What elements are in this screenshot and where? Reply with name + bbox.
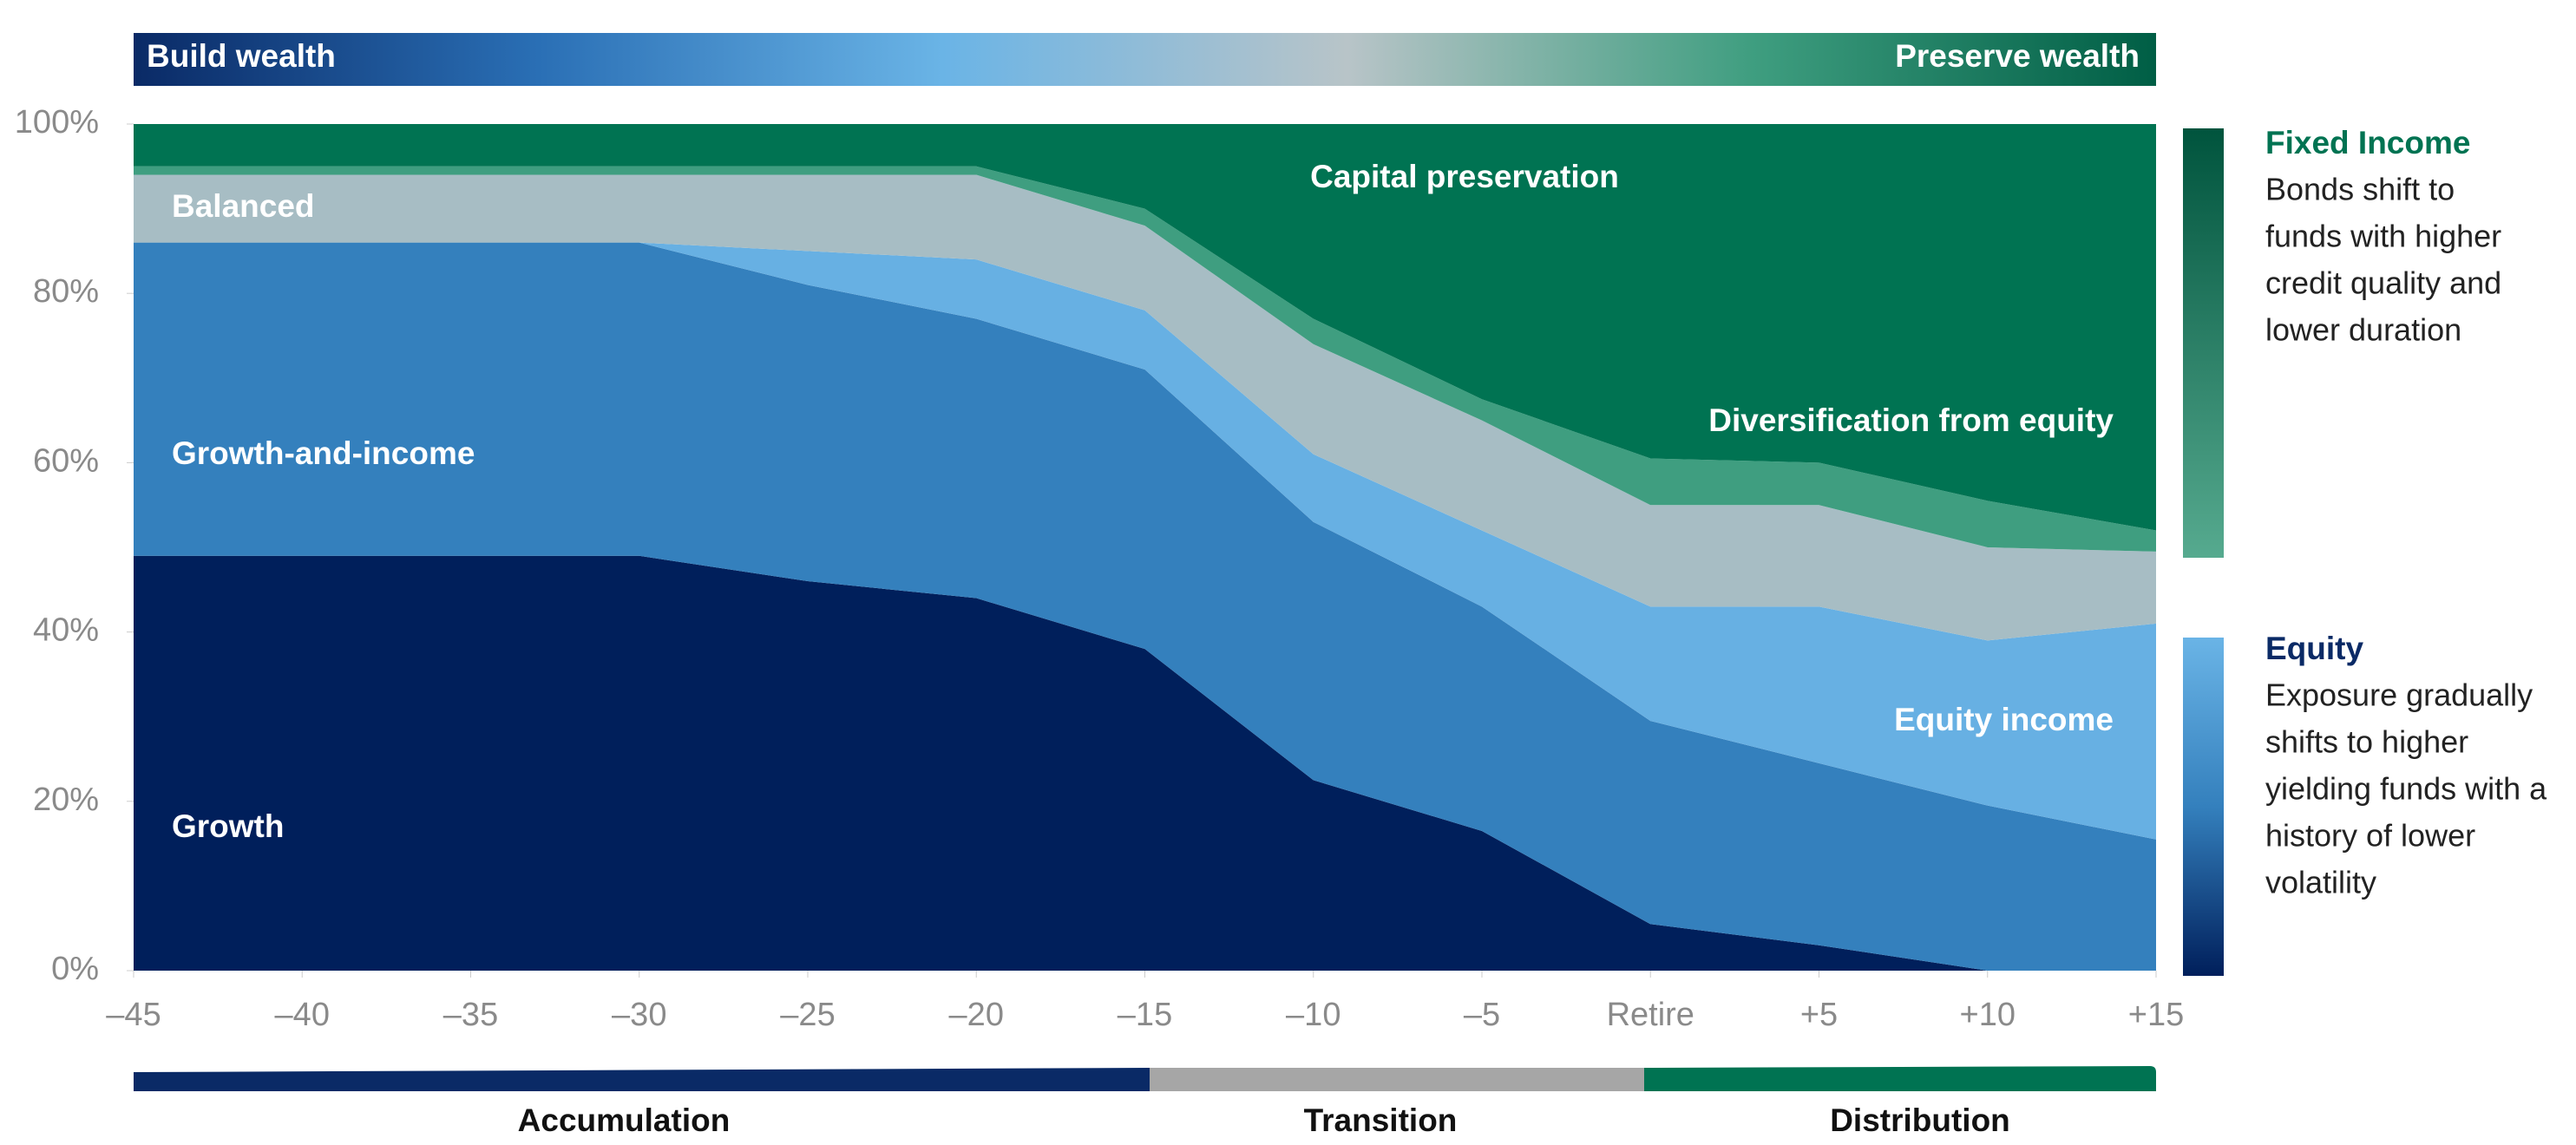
- y-tick-label: 60%: [33, 442, 99, 479]
- side-note-line: shifts to higher: [2265, 724, 2468, 760]
- side-note-line: credit quality and: [2265, 265, 2501, 301]
- fixed-income-bar: [2183, 128, 2224, 558]
- x-tick-label: –40: [275, 997, 330, 1033]
- x-tick-label: –10: [1286, 997, 1340, 1033]
- phase-label: Distribution: [1830, 1102, 2010, 1138]
- area: [134, 242, 2156, 840]
- x-tick-label: –30: [612, 997, 666, 1033]
- series-label: Growth-and-income: [172, 435, 475, 471]
- x-tick-label: –20: [949, 997, 1004, 1033]
- phase-bar: [1644, 1066, 2156, 1091]
- banner-right: Preserve wealth: [1895, 38, 2140, 74]
- series-label: Growth: [172, 808, 284, 844]
- side-note-line: history of lower: [2265, 818, 2475, 854]
- side-note-line: lower duration: [2265, 312, 2461, 348]
- x-tick-label: Retire: [1607, 997, 1694, 1033]
- y-tick-label: 40%: [33, 612, 99, 649]
- y-tick-label: 20%: [33, 782, 99, 818]
- x-tick-label: –15: [1118, 997, 1172, 1033]
- area: [134, 242, 2156, 971]
- x-tick-label: –35: [443, 997, 498, 1033]
- equity-bar: [2183, 638, 2224, 976]
- x-tick-label: –5: [1464, 997, 1500, 1033]
- x-tick-label: –45: [106, 997, 161, 1033]
- phase-bar: [134, 1068, 1150, 1091]
- area: [134, 174, 2156, 641]
- axes: 0% 20% 40% 60% 80% 100% –45 –40 –35 –30 –25 –20 –15 –…: [15, 104, 2184, 1033]
- phase-label: Accumulation: [518, 1102, 731, 1138]
- series-label: Balanced: [172, 188, 315, 224]
- x-tick-label: –25: [780, 997, 835, 1033]
- side-note-line: Bonds shift to: [2265, 172, 2455, 207]
- area: [134, 555, 2156, 971]
- area: [134, 166, 2156, 552]
- side-notes: Fixed Income Bonds shift to funds with hig…: [2265, 125, 2547, 900]
- side-note-title: Equity: [2265, 631, 2363, 666]
- y-tick-label: 80%: [33, 273, 99, 310]
- x-tick-label: +10: [1960, 997, 2016, 1033]
- series-label: Diversification from equity: [1708, 402, 2114, 438]
- phase-bar: [1150, 1068, 1644, 1091]
- banner-left: Build wealth: [147, 38, 336, 74]
- y-tick-label: 100%: [15, 104, 99, 141]
- side-note-title: Fixed Income: [2265, 125, 2470, 160]
- banner: [134, 33, 2156, 86]
- side-note-line: volatility: [2265, 865, 2376, 900]
- series-label: Capital preservation: [1310, 159, 1619, 194]
- side-note-line: yielding funds with a: [2265, 771, 2547, 807]
- side-note-line: Exposure gradually: [2265, 677, 2533, 713]
- area: [134, 124, 2156, 531]
- series-label: Equity income: [1894, 702, 2114, 737]
- y-tick-label: 0%: [51, 951, 99, 987]
- phase-label: Transition: [1304, 1102, 1458, 1138]
- side-note-line: funds with higher: [2265, 219, 2501, 254]
- areas: [134, 124, 2156, 971]
- x-tick-label: +15: [2128, 997, 2184, 1033]
- x-tick-label: +5: [1800, 997, 1838, 1033]
